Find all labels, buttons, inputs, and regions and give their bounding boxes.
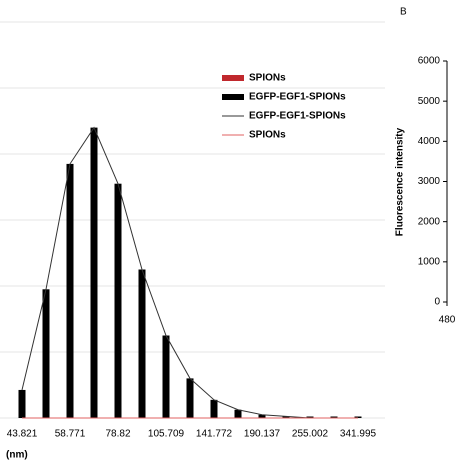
- bar: [234, 409, 242, 418]
- bar: [162, 335, 170, 418]
- bar: [138, 269, 146, 418]
- x-tick-label: 190.137: [244, 429, 281, 440]
- bar: [66, 163, 74, 418]
- x-tick-label: 141.772: [196, 429, 233, 440]
- y-tick-label: 3000: [418, 176, 441, 187]
- y-tick-label: 6000: [418, 56, 441, 67]
- y-tick-label: 2000: [418, 216, 441, 227]
- bar: [258, 414, 266, 418]
- y-tick-label: 1000: [418, 256, 441, 267]
- legend-label: EGFP-EGF1-SPIONs: [249, 111, 346, 122]
- bar: [330, 416, 338, 418]
- bar: [90, 127, 98, 418]
- panel-label: B: [400, 7, 407, 18]
- bar: [186, 378, 194, 418]
- bar: [114, 183, 122, 418]
- legend-label: EGFP-EGF1-SPIONs: [249, 92, 346, 103]
- bar: [306, 416, 314, 418]
- bar: [282, 416, 290, 418]
- x-tick-label: 43.821: [7, 429, 38, 440]
- x-tick-label: 255.002: [292, 429, 329, 440]
- legend-label: SPIONs: [249, 73, 286, 84]
- bar: [42, 289, 50, 418]
- line: [21, 126, 358, 419]
- bar: [354, 416, 362, 418]
- legend-swatch: [222, 75, 244, 81]
- x-tick-label: 480: [439, 315, 456, 326]
- legend-swatch: [222, 94, 244, 100]
- x-axis-label: (nm): [6, 450, 28, 461]
- bar: [210, 399, 218, 418]
- y-tick-label: 4000: [418, 136, 441, 147]
- x-tick-label: 105.709: [148, 429, 185, 440]
- x-tick-label: 78.82: [105, 429, 130, 440]
- x-tick-label: 58.771: [55, 429, 86, 440]
- y-axis-label: Fluorescence intensity: [395, 127, 406, 236]
- y-tick-label: 0: [434, 297, 440, 308]
- x-tick-label: 341.995: [340, 429, 377, 440]
- legend-label: SPIONs: [249, 130, 286, 141]
- y-tick-label: 5000: [418, 96, 441, 107]
- bar: [18, 389, 26, 418]
